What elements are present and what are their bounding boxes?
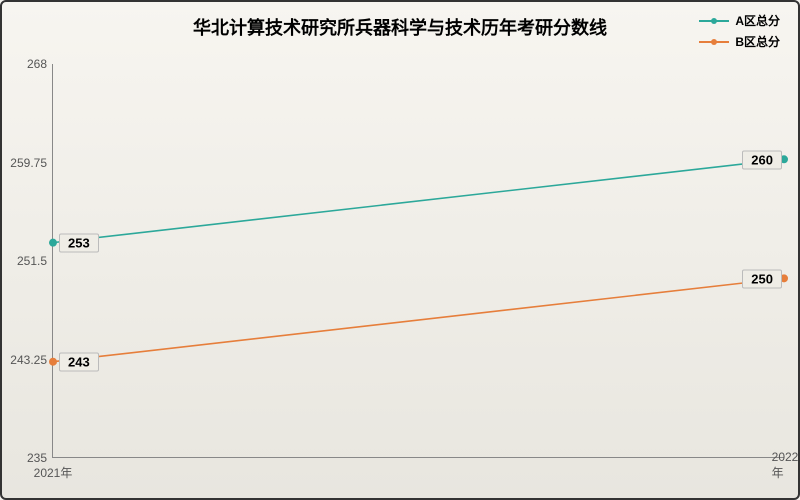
y-tick: 251.5	[3, 254, 47, 268]
plot-area: 235243.25251.5259.752682021年2022年2532602…	[52, 64, 784, 458]
data-label: 260	[742, 150, 782, 169]
legend-label-a: A区总分	[735, 12, 780, 29]
data-label: 243	[59, 353, 99, 372]
legend-item-b: B区总分	[699, 33, 780, 50]
y-tick: 243.25	[3, 353, 47, 367]
chart-container: 华北计算技术研究所兵器科学与技术历年考研分数线 A区总分 B区总分 235 243…	[0, 0, 800, 500]
data-label: 253	[59, 234, 99, 253]
legend-item-a: A区总分	[699, 12, 780, 29]
y-tick: 235	[3, 451, 47, 465]
chart-title: 华北计算技术研究所兵器科学与技术历年考研分数线	[2, 14, 798, 40]
legend-swatch-a	[699, 20, 729, 22]
legend-label-b: B区总分	[735, 33, 780, 50]
x-tick: 2021年	[34, 464, 73, 481]
legend: A区总分 B区总分	[699, 12, 780, 54]
plot-svg	[53, 64, 784, 457]
legend-swatch-b	[699, 41, 729, 43]
y-tick: 259.75	[3, 156, 47, 170]
x-tick: 2022年	[772, 450, 799, 481]
y-tick: 268	[3, 57, 47, 71]
data-label: 250	[742, 269, 782, 288]
